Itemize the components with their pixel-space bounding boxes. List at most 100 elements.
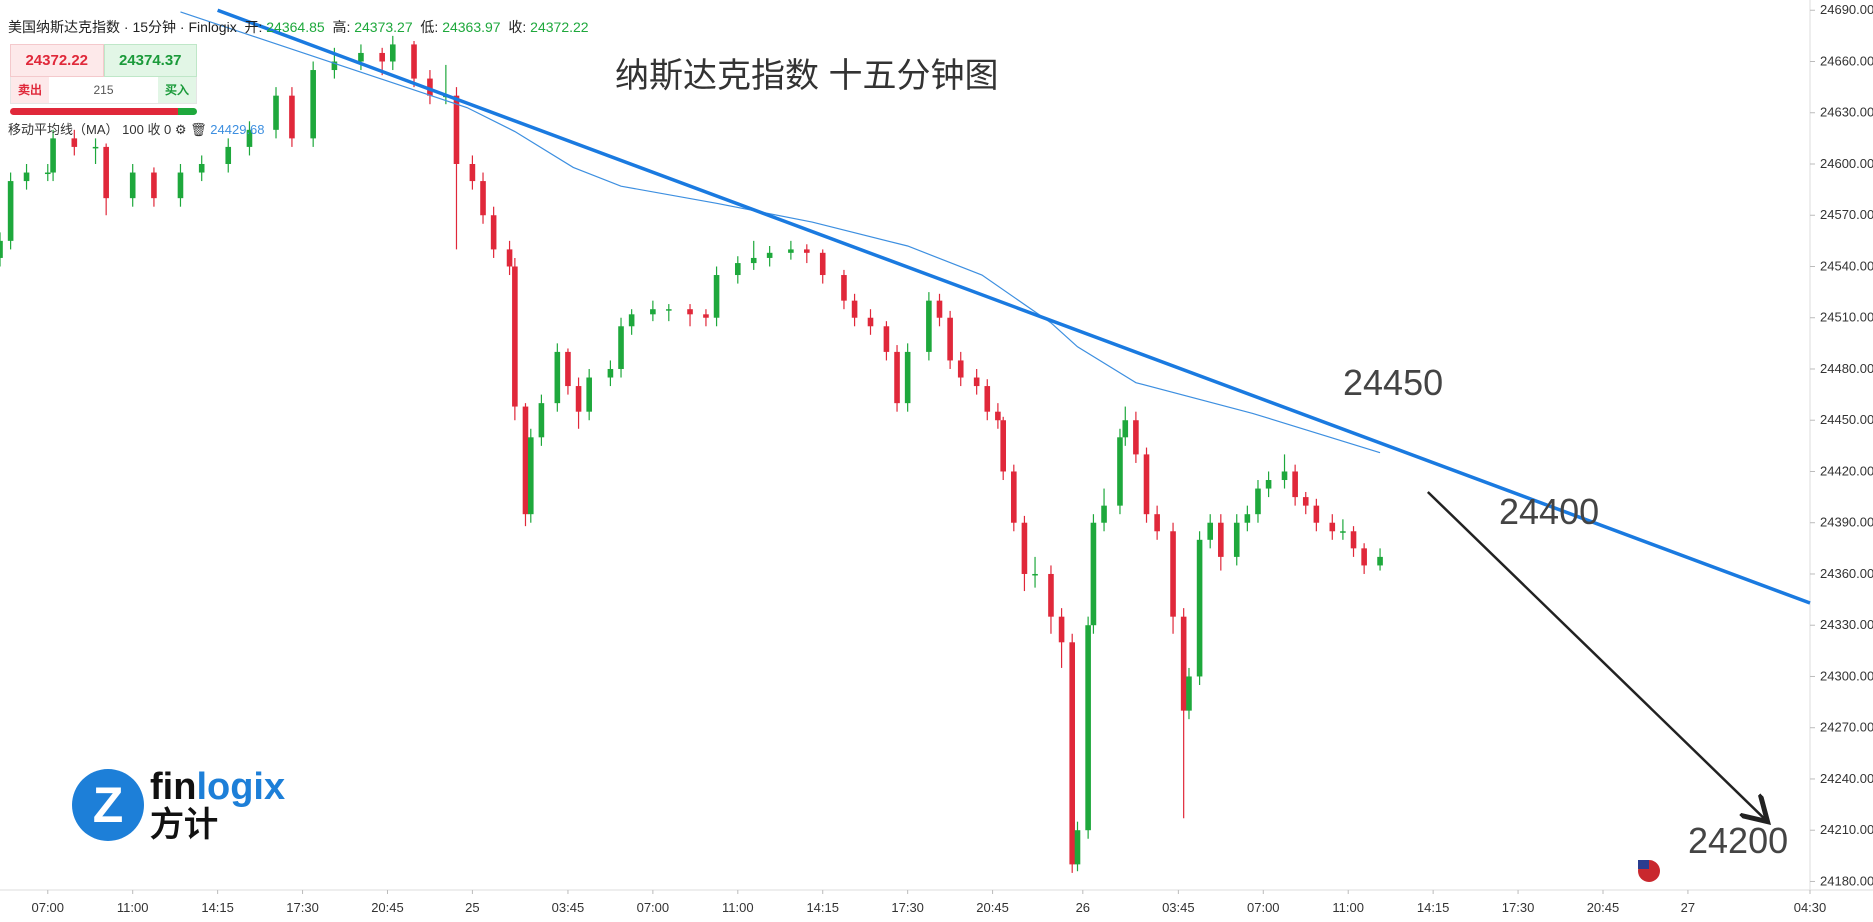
instrument: 美国纳斯达克指数 · 15分钟 · Finlogix bbox=[8, 19, 237, 35]
candle-body bbox=[1218, 522, 1224, 557]
candle-body bbox=[151, 172, 157, 199]
x-tick-label: 14:15 bbox=[806, 900, 839, 915]
candle-body bbox=[1313, 505, 1320, 523]
candle-body bbox=[665, 309, 672, 311]
candle-body bbox=[246, 129, 253, 147]
candle-body bbox=[819, 252, 826, 276]
candle-body bbox=[1133, 420, 1139, 455]
candle-body bbox=[1281, 471, 1288, 481]
x-tick-label: 14:15 bbox=[201, 900, 234, 915]
logo-text: 方计 bbox=[150, 806, 218, 844]
sell-price[interactable]: 24372.22 bbox=[10, 44, 104, 77]
buy-button[interactable]: 买入 bbox=[158, 77, 196, 103]
candle-body bbox=[1265, 480, 1272, 489]
spread: 215 bbox=[93, 83, 114, 97]
x-tick-label: 25 bbox=[465, 900, 479, 915]
candle-body bbox=[1329, 522, 1336, 532]
candle-body bbox=[1085, 625, 1091, 831]
annotation: 24450 bbox=[1343, 362, 1444, 403]
candle-body bbox=[1350, 531, 1357, 549]
candle-body bbox=[1058, 616, 1065, 643]
logo-text: fin bbox=[150, 766, 197, 808]
candle-body bbox=[703, 314, 709, 318]
candle-body bbox=[522, 406, 529, 515]
candle-body bbox=[1302, 497, 1309, 506]
candle-body bbox=[129, 172, 136, 199]
candle-body bbox=[1117, 437, 1123, 506]
candle-body bbox=[1074, 830, 1081, 865]
candle-body bbox=[947, 317, 953, 361]
x-tick-label: 20:45 bbox=[1587, 900, 1620, 915]
candle-body bbox=[1048, 573, 1054, 617]
header: 美国纳斯达克指数 · 15分钟 · Finlogix 开: 24364.85 高… bbox=[8, 17, 589, 37]
y-tick-label: 24240.00 bbox=[1820, 771, 1873, 786]
candle-body bbox=[1069, 642, 1075, 865]
y-tick-label: 24630.00 bbox=[1820, 105, 1873, 120]
candle-body bbox=[1377, 556, 1383, 566]
candle-body bbox=[1244, 514, 1251, 523]
candle-body bbox=[565, 351, 571, 387]
candle-body bbox=[310, 70, 316, 139]
candle-body bbox=[1101, 505, 1107, 523]
candle-body bbox=[427, 78, 433, 96]
candle-body bbox=[936, 300, 943, 318]
candle-body bbox=[23, 172, 30, 182]
x-tick-label: 11:00 bbox=[117, 900, 149, 915]
sell-button[interactable]: 卖出 bbox=[11, 77, 49, 103]
annotation: 24400 bbox=[1499, 491, 1600, 532]
candle-body bbox=[7, 181, 14, 241]
label: 高: bbox=[332, 19, 351, 35]
label: 收: bbox=[508, 19, 527, 35]
buy-price[interactable]: 24374.37 bbox=[103, 44, 197, 77]
candle-body bbox=[1170, 531, 1176, 617]
chart-title: 纳斯达克指数 十五分钟图 bbox=[615, 57, 999, 95]
y-tick-label: 24330.00 bbox=[1820, 617, 1873, 632]
candle-body bbox=[512, 266, 518, 407]
candle-body bbox=[926, 300, 932, 352]
candle-body bbox=[735, 263, 741, 276]
candle-body bbox=[453, 95, 460, 164]
candle-body bbox=[177, 172, 184, 199]
y-tick-label: 24450.00 bbox=[1820, 412, 1873, 427]
label: 低: bbox=[420, 19, 439, 35]
candle-body bbox=[1292, 471, 1298, 498]
indicator-label: 移动平均线（MA） bbox=[8, 122, 119, 137]
candle-body bbox=[1154, 514, 1160, 532]
x-tick-label: 07:00 bbox=[1247, 900, 1280, 915]
candle-body bbox=[1032, 573, 1038, 576]
candle-body bbox=[379, 52, 385, 62]
candle-body bbox=[273, 95, 279, 130]
candle-body bbox=[575, 386, 582, 412]
candle-body bbox=[554, 351, 561, 404]
candle-body bbox=[1143, 454, 1150, 515]
candle-body bbox=[1233, 522, 1240, 557]
x-tick-label: 17:30 bbox=[891, 900, 924, 915]
candle-body bbox=[995, 411, 1001, 421]
moving-average bbox=[180, 11, 1381, 454]
candle-body bbox=[867, 317, 874, 327]
candle-body bbox=[1011, 471, 1017, 523]
x-tick-label: 11:00 bbox=[722, 900, 754, 915]
candle-body bbox=[358, 52, 364, 62]
trend-line bbox=[217, 8, 1811, 605]
x-tick-label: 26 bbox=[1076, 900, 1090, 915]
value: 24372.22 bbox=[530, 19, 589, 35]
candle-body bbox=[650, 309, 656, 315]
x-tick-label: 14:15 bbox=[1417, 900, 1450, 915]
x-tick-label: 27 bbox=[1681, 900, 1695, 915]
candle-body bbox=[607, 368, 614, 378]
candle-body bbox=[92, 146, 99, 149]
indicator-value: 24429.68 bbox=[210, 122, 265, 137]
x-tick-label: 07:00 bbox=[31, 900, 64, 915]
annotation: 24200 bbox=[1688, 820, 1789, 861]
flag bbox=[1638, 860, 1660, 882]
y-tick-label: 24300.00 bbox=[1820, 668, 1873, 683]
y-tick-label: 24570.00 bbox=[1820, 207, 1873, 222]
candle-body bbox=[1180, 616, 1187, 711]
candle-body bbox=[50, 138, 56, 173]
candle-body bbox=[1090, 522, 1097, 626]
candle-body bbox=[411, 44, 417, 79]
y-tick-label: 24360.00 bbox=[1820, 566, 1873, 581]
